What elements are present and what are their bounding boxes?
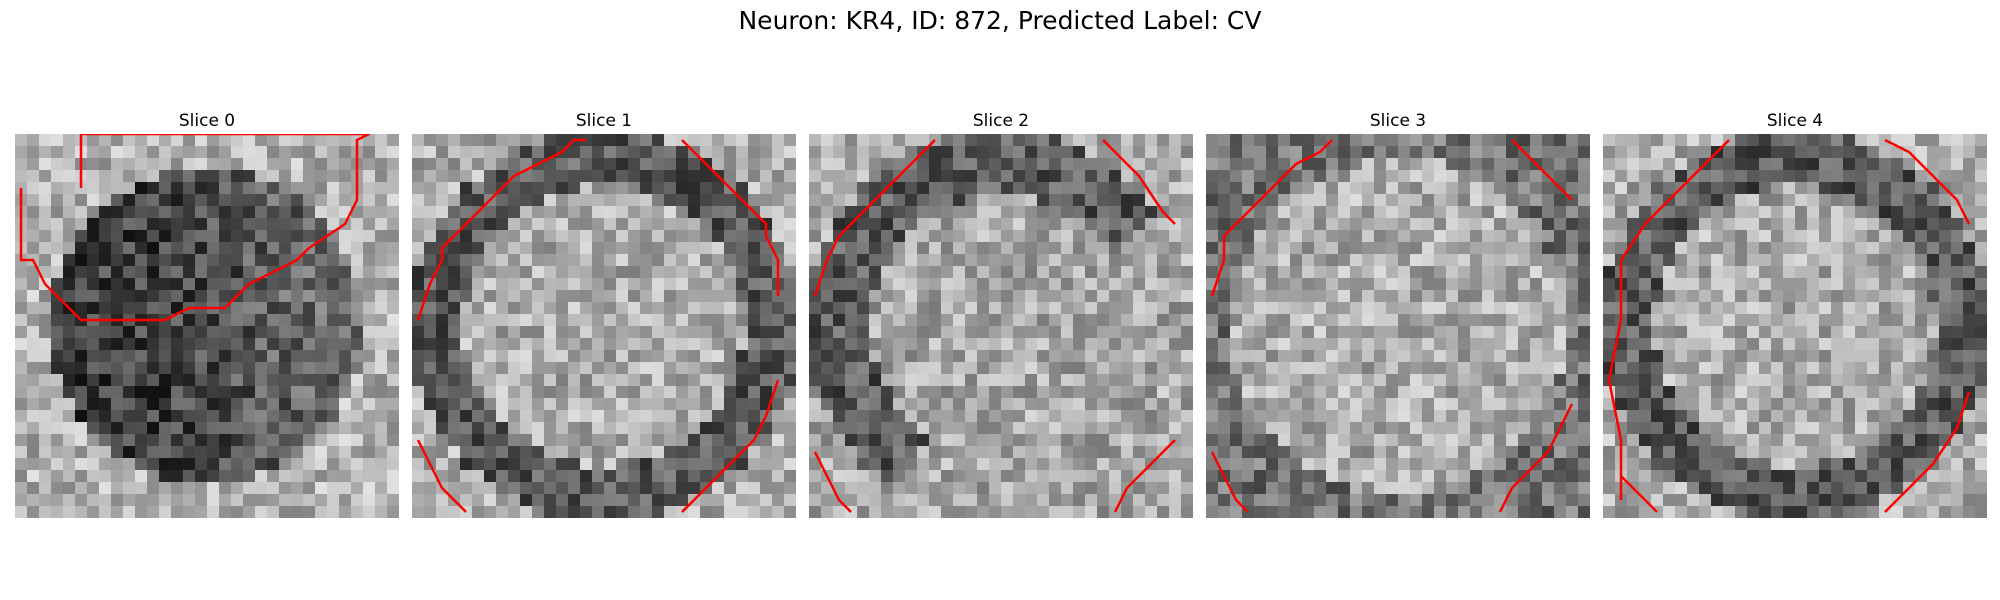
contour-overlay [813,139,1176,513]
slice-panel-3: Slice 3 [1206,108,1590,518]
slice-title: Slice 0 [178,111,236,131]
contour-line [681,379,780,513]
contour-line [1511,139,1573,201]
slice-grayscale-image [809,134,1193,518]
slice-title: Slice 3 [1369,111,1427,131]
slice-image [809,134,1193,518]
figure-title: Neuron: KR4, ID: 872, Predicted Label: C… [738,6,1262,35]
contour-overlay [1607,138,1971,513]
contour-line [681,139,780,296]
contour-line [1113,439,1176,513]
contour-line [416,138,586,321]
slice-title: Slice 2 [972,111,1030,131]
slice-image [412,134,796,518]
contour-overlay [416,138,780,513]
contour-overlay [19,134,371,322]
contour-line [1210,451,1249,513]
slice-panel-0: Slice 0 [15,108,399,518]
contour-line [813,139,936,297]
contour-line [19,134,371,322]
contour-line [1620,475,1658,513]
contour-line [1884,391,1971,513]
slice-panel-4: Slice 4 [1603,108,1987,518]
slice-image [1603,134,1987,518]
slice-grayscale-image [412,134,796,518]
contour-line [1498,403,1574,513]
slice-grayscale-image [15,134,399,518]
slice-title: Slice 4 [1766,111,1824,131]
slice-panel-1: Slice 1 [412,108,796,518]
contour-line [416,439,467,513]
contour-line [1884,138,1971,225]
slice-grayscale-image [1206,134,1590,518]
contour-overlay [1210,139,1574,513]
slice-grayscale-image [1603,134,1987,518]
slice-panel-2: Slice 2 [809,108,1193,518]
slice-image [15,134,399,518]
slice-title: Slice 1 [575,111,633,131]
contour-line [813,451,852,513]
contour-line [1607,139,1730,500]
contour-line [1210,139,1333,297]
slice-image [1206,134,1590,518]
contour-line [1102,139,1176,225]
